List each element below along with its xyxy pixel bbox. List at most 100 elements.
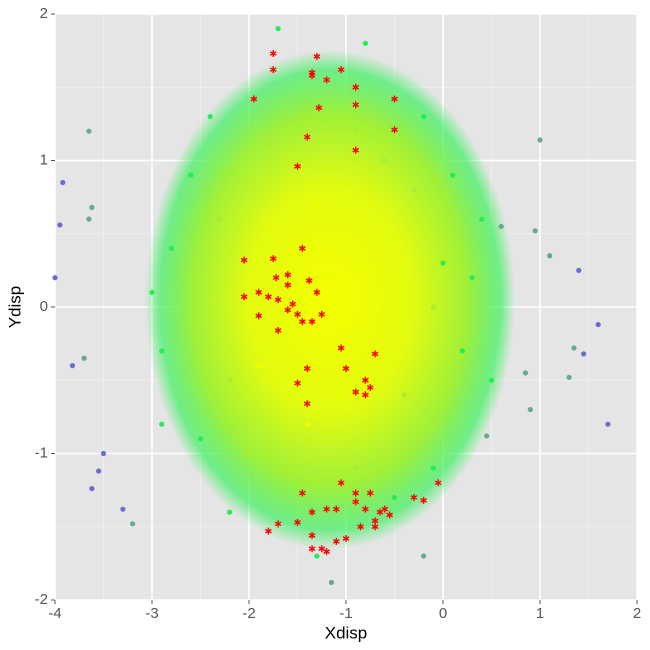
point [149,289,155,295]
point [353,128,359,134]
point [391,494,398,501]
point [352,146,360,154]
point [391,95,398,103]
point [100,450,107,457]
point [314,553,320,559]
point [362,391,369,399]
point [256,363,262,369]
y-tick-label: 0 [40,298,48,315]
x-tick-label: 1 [536,605,544,622]
point [352,388,360,396]
point [197,436,204,442]
point [366,384,374,392]
point [371,517,379,525]
point [217,216,223,222]
point [289,300,297,308]
point [305,277,313,285]
point [120,506,126,512]
point [362,505,369,513]
point [323,505,330,513]
point [89,486,95,492]
point [357,523,364,531]
point [469,275,475,281]
point [298,489,306,497]
point [571,345,577,351]
x-axis-title: Xdisp [325,623,368,642]
point [308,532,316,540]
point [576,267,582,273]
point [269,66,277,74]
point [352,489,360,497]
point [294,518,301,526]
point [274,296,282,304]
point [527,406,533,413]
point [440,260,446,266]
point [86,128,92,134]
point [315,104,323,112]
point [318,310,326,318]
point [159,348,165,354]
point [323,548,330,556]
point [450,172,456,178]
point [188,172,194,178]
point [371,523,379,531]
point [269,255,277,263]
point [352,83,360,91]
point [328,579,335,586]
point [337,479,345,487]
point [269,50,277,58]
point [81,355,87,361]
point [130,521,136,527]
point [308,318,316,326]
x-tick-label: -2 [242,605,255,622]
point [352,498,360,506]
point [265,527,272,535]
point [207,113,213,120]
point [272,274,280,282]
point [294,310,301,318]
point [284,271,292,279]
point [333,392,339,398]
point [362,376,369,384]
point [323,76,330,84]
point [342,365,350,373]
point [484,433,490,439]
point [459,348,465,354]
point [332,505,340,513]
point [566,374,572,380]
point [96,468,102,474]
point [532,228,538,234]
point [313,52,321,60]
y-tick-label: 1 [40,151,48,168]
x-tick-label: 0 [439,605,447,622]
point [362,260,368,266]
point [410,493,418,501]
y-tick-label: 2 [40,5,48,22]
point [298,244,306,252]
point [60,179,66,186]
point [275,26,281,32]
point [595,321,601,328]
point [168,245,174,251]
point [250,95,258,103]
point [159,421,165,427]
point [255,312,263,320]
point [352,101,360,109]
x-tick-label: -3 [145,605,158,622]
point [69,363,76,369]
point [314,201,320,208]
point [284,281,292,289]
point [308,545,316,553]
point [294,162,301,170]
point [366,489,374,497]
point [246,450,252,457]
point [430,465,436,471]
point [371,350,379,358]
point [303,400,311,408]
point [298,318,306,326]
point [391,126,398,134]
point [240,293,248,301]
point [284,306,292,314]
point [294,379,301,387]
point [386,511,394,519]
